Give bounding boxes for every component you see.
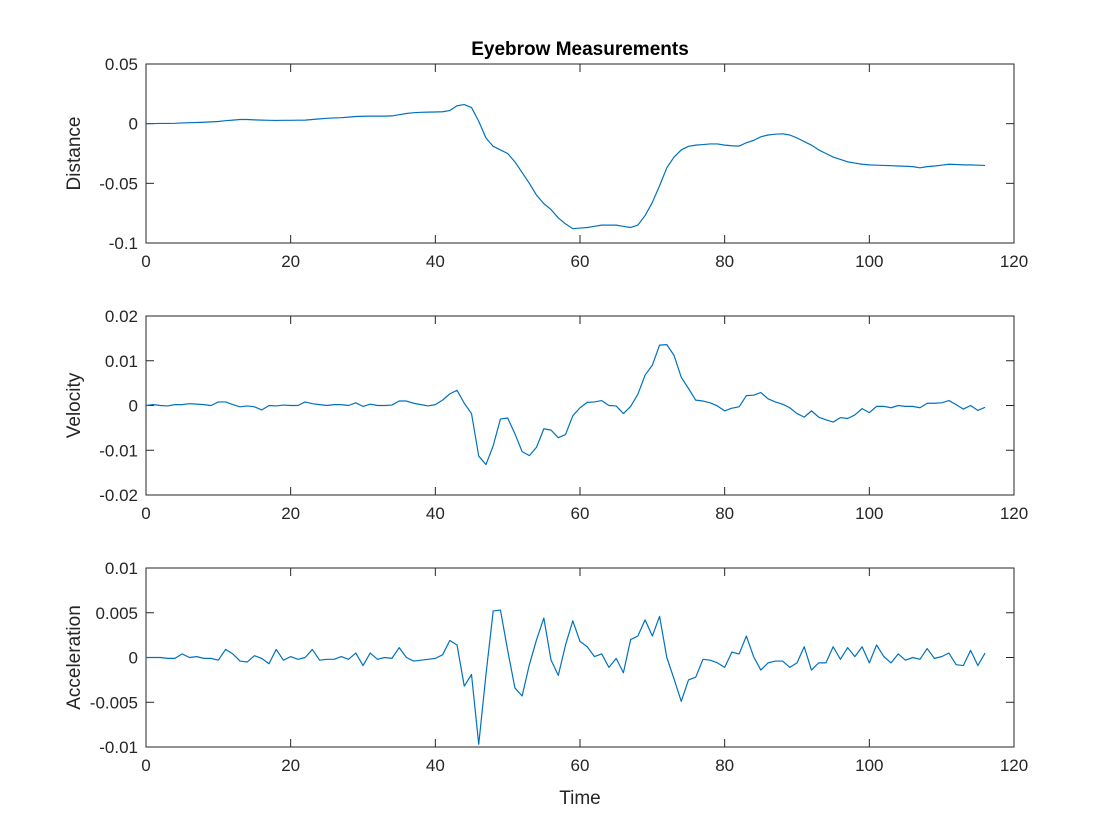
y-axis-label: Distance (64, 117, 85, 191)
x-tick-label: 0 (141, 504, 150, 523)
x-tick-label: 40 (426, 756, 445, 775)
series-line (146, 609, 986, 745)
x-tick-label: 80 (715, 756, 734, 775)
y-tick-label: -0.02 (99, 486, 138, 505)
y-tick-label: -0.05 (99, 174, 138, 193)
y-tick-label: 0.005 (95, 604, 138, 623)
y-tick-label: 0.01 (105, 559, 138, 578)
y-tick-label: 0.01 (105, 352, 138, 371)
y-tick-label: -0.01 (99, 738, 138, 757)
y-tick-label: -0.01 (99, 441, 138, 460)
y-tick-label: 0.02 (105, 307, 138, 326)
axes-box (145, 567, 1015, 748)
x-axis-label: Time (559, 788, 601, 809)
axes-box (145, 63, 1015, 244)
x-tick-label: 40 (426, 504, 445, 523)
subplots: 0 20 40 60 80 100 120 -0.1 -0.05 0 0.05 Distance Eye… (64, 39, 1028, 809)
x-tick-label: 40 (426, 252, 445, 271)
x-tick-label: 120 (1000, 252, 1028, 271)
x-tick-label: 100 (855, 756, 883, 775)
subplot-velocity: 0 20 40 60 80 100 120 -0.02 -0.01 0 0.01 0.02 Veloci… (64, 307, 1028, 523)
y-tick-label: 0 (129, 115, 138, 134)
y-tick-label: 0 (129, 649, 138, 668)
subplot-acceleration: 0 20 40 60 80 100 120 -0.01 -0.005 0 0.005 0.01 Acce… (64, 559, 1028, 809)
x-tick-label: 20 (281, 756, 300, 775)
series-line (145, 344, 986, 466)
x-tick-label: 60 (571, 756, 590, 775)
x-tick-label: 80 (715, 504, 734, 523)
x-tick-label: 120 (1000, 756, 1028, 775)
x-tick-label: 60 (571, 504, 590, 523)
x-tick-label: 120 (1000, 504, 1028, 523)
subplot-distance: 0 20 40 60 80 100 120 -0.1 -0.05 0 0.05 Distance Eye… (64, 39, 1028, 271)
x-tick-label: 100 (855, 504, 883, 523)
chart-title: Eyebrow Measurements (471, 39, 689, 60)
y-tick-label: -0.1 (109, 234, 138, 253)
x-tick-label: 0 (141, 252, 150, 271)
y-axis-label: Velocity (64, 372, 85, 438)
y-tick-label: -0.005 (90, 693, 138, 712)
x-tick-label: 80 (715, 252, 734, 271)
x-tick-label: 100 (855, 252, 883, 271)
x-tick-label: 20 (281, 252, 300, 271)
x-tick-label: 60 (571, 252, 590, 271)
y-tick-label: 0.05 (105, 55, 138, 74)
y-tick-label: 0 (129, 397, 138, 416)
x-tick-label: 20 (281, 504, 300, 523)
y-axis-label: Acceleration (64, 605, 85, 710)
series-line (145, 103, 986, 230)
x-tick-label: 0 (141, 756, 150, 775)
